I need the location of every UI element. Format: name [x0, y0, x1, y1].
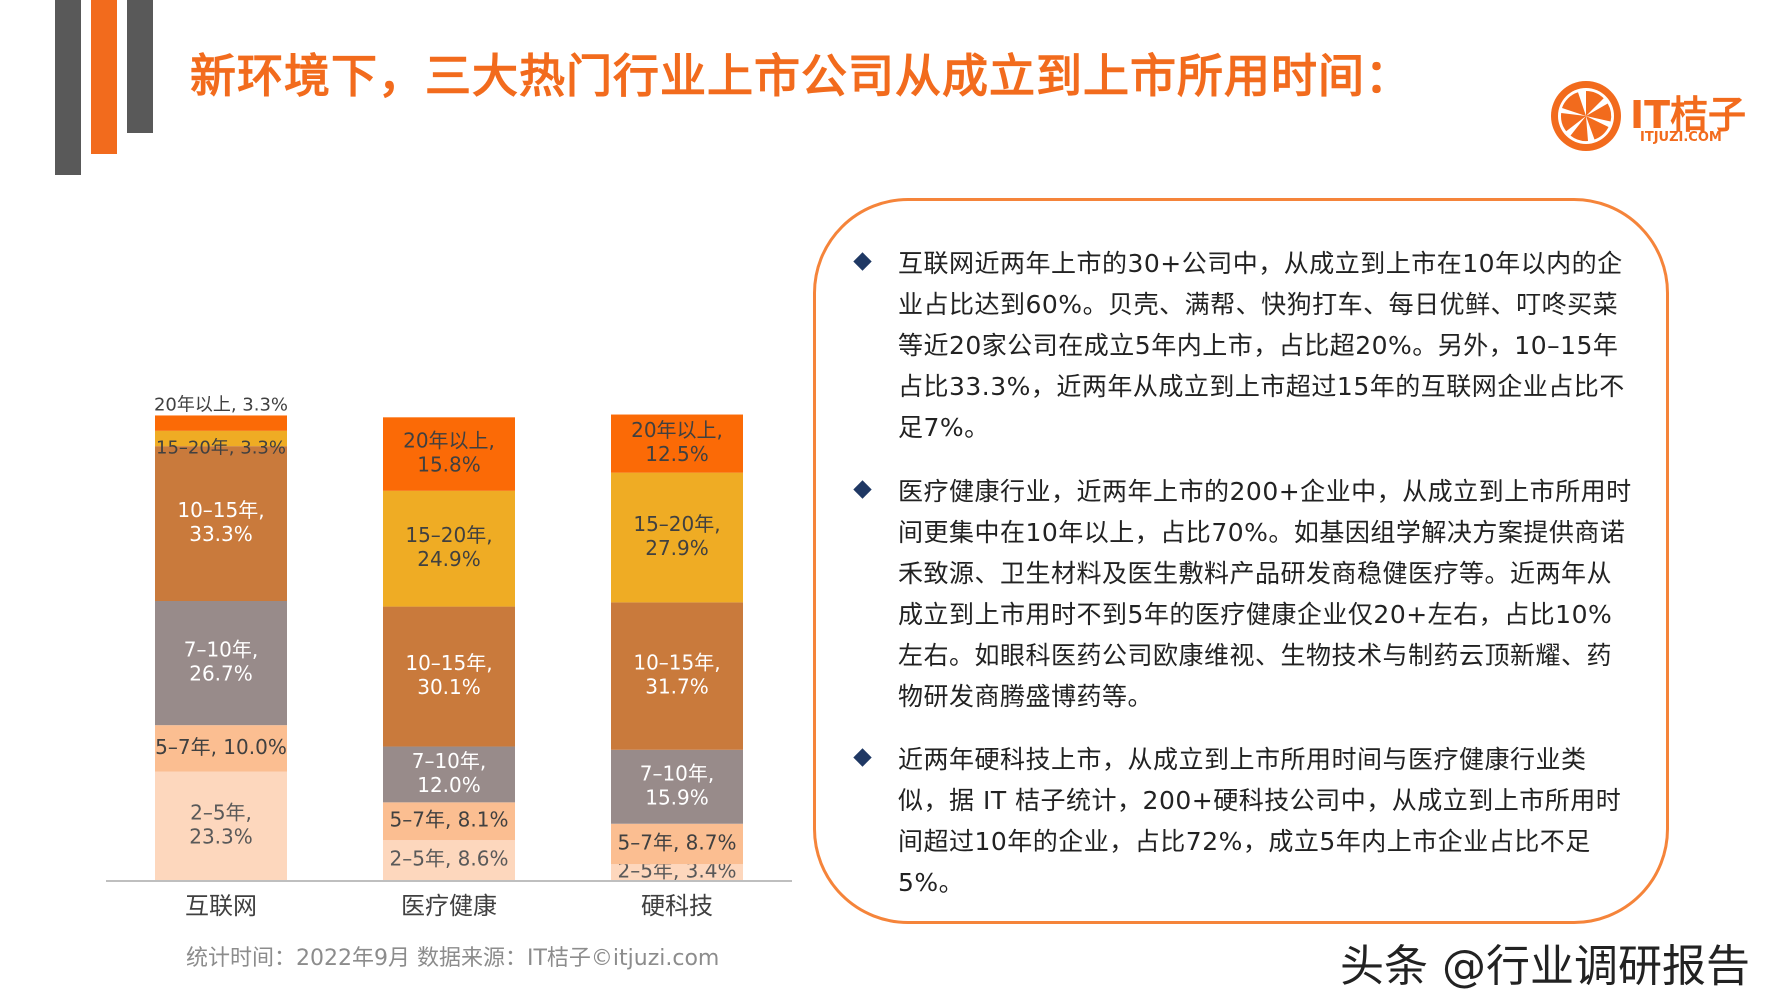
stacked-bar-chart: 2–5年,23.3%5–7年, 10.0%7–10年,26.7%10–15年,3… — [106, 394, 792, 920]
segment-label: 10–15年, — [177, 498, 264, 522]
segment-label: 23.3% — [189, 824, 253, 848]
logo-subtext: ITJUZI.COM — [1640, 130, 1722, 145]
bullet-text: 近两年硬科技上市，从成立到上市所用时间与医疗健康行业类似，据 IT 桔子统计，2… — [898, 745, 1622, 897]
diamond-bullet-icon — [853, 748, 872, 767]
segment-label: 27.9% — [645, 536, 709, 560]
page-title: 新环境下，三大热门行业上市公司从成立到上市所用时间： — [190, 49, 1412, 103]
bar-segment — [383, 490, 515, 607]
segment-label: 15–20年, — [633, 512, 720, 536]
bar-segment — [383, 606, 515, 747]
bullet-text: 互联网近两年上市的30+公司中，从成立到上市在10年以内的企业占比达到60%。贝… — [898, 249, 1625, 442]
segment-label: 30.1% — [417, 675, 481, 699]
bullet-text: 医疗健康行业，近两年上市的200+企业中，从成立到上市所用时间更集中在10年以上… — [898, 477, 1632, 711]
bullet-hardtech: 近两年硬科技上市，从成立到上市所用时间与医疗健康行业类似，据 IT 桔子统计，2… — [853, 739, 1636, 903]
category-label: 互联网 — [185, 892, 257, 920]
segment-label: 12.0% — [417, 773, 481, 797]
segment-label: 15.8% — [417, 453, 481, 477]
segment-label: 2–5年, 8.6% — [390, 847, 509, 871]
segment-label: 10–15年, — [405, 651, 492, 675]
category-label: 硬科技 — [641, 892, 713, 920]
bar-segment — [611, 602, 743, 750]
bar-segment — [155, 771, 287, 880]
segment-label: 20年以上, 3.3% — [154, 394, 288, 415]
bar-segment — [611, 414, 743, 473]
summary-box: 互联网近两年上市的30+公司中，从成立到上市在10年以内的企业占比达到60%。贝… — [813, 198, 1669, 924]
bar-segment — [155, 601, 287, 726]
bar-segment — [155, 725, 287, 772]
segment-label: 5–7年, 10.0% — [155, 735, 287, 759]
segment-label: 2–5年, — [190, 800, 252, 824]
diamond-bullet-icon — [853, 480, 872, 499]
bullet-healthcare: 医疗健康行业，近两年上市的200+企业中，从成立到上市所用时间更集中在10年以上… — [853, 471, 1636, 717]
segment-label: 15–20年, — [405, 523, 492, 547]
bullet-internet: 互联网近两年上市的30+公司中，从成立到上市在10年以内的企业占比达到60%。贝… — [853, 243, 1636, 448]
diamond-bullet-icon — [853, 252, 872, 271]
segment-label: 5–7年, 8.7% — [618, 830, 737, 854]
decor-stripe-gray-2 — [127, 0, 153, 133]
category-label: 医疗健康 — [401, 892, 497, 920]
bar-segment — [611, 749, 743, 824]
bar-segment — [383, 746, 515, 803]
watermark: 头条 @行业调研报告 — [1340, 941, 1750, 992]
segment-label: 26.7% — [189, 662, 253, 686]
segment-label: 7–10年, — [640, 761, 715, 785]
segment-label: 12.5% — [645, 442, 709, 466]
logo: IT桔子 ITJUZI.COM — [1548, 78, 1748, 158]
segment-label: 7–10年, — [412, 749, 487, 773]
bar-segment — [383, 840, 515, 880]
segment-label: 15–20年, 3.3% — [156, 437, 286, 458]
decor-stripe-gray-1 — [55, 0, 81, 175]
bar-segment — [155, 415, 287, 431]
bar-segment — [155, 430, 287, 447]
bar-segment — [383, 417, 515, 491]
segment-label: 10–15年, — [633, 651, 720, 675]
segment-label: 20年以上, — [403, 429, 495, 453]
bar-segment — [155, 446, 287, 601]
segment-label: 5–7年, 8.1% — [390, 808, 509, 832]
bar-segment — [611, 864, 743, 880]
bar-segment — [383, 802, 515, 841]
decor-stripe-orange — [91, 0, 117, 154]
segment-label: 24.9% — [417, 547, 481, 571]
segment-label: 20年以上, — [631, 418, 723, 442]
orange-slice-icon — [1551, 81, 1621, 151]
segment-label: 31.7% — [645, 675, 709, 699]
source-note: 统计时间：2022年9月 数据来源：IT桔子©itjuzi.com — [186, 946, 720, 971]
segment-label: 7–10年, — [184, 638, 259, 662]
segment-label: 15.9% — [645, 785, 709, 809]
bar-segment — [611, 472, 743, 603]
logo-text: IT桔子 — [1630, 93, 1747, 137]
segment-label: 33.3% — [189, 522, 253, 546]
bar-segment — [611, 823, 743, 865]
